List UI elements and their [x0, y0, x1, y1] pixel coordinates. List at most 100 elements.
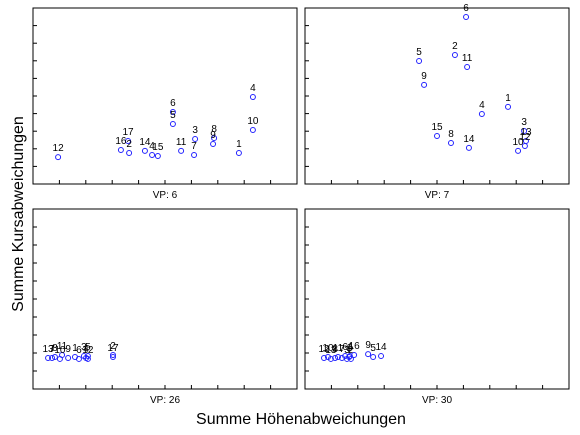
point-label: 12	[519, 132, 531, 143]
data-point	[235, 150, 242, 157]
point-label: 1	[346, 343, 352, 354]
data-point	[141, 147, 148, 154]
data-point	[447, 139, 454, 146]
point-label: 9	[210, 130, 216, 141]
point-label: 14	[375, 342, 387, 353]
data-point	[451, 51, 458, 58]
data-point	[56, 355, 63, 362]
point-label: 3	[192, 125, 198, 136]
point-label: 10	[512, 137, 524, 148]
panel-title: VP: 6	[153, 190, 178, 201]
point-label: 2	[452, 41, 458, 52]
panel-frame	[304, 208, 570, 390]
data-point	[464, 63, 471, 70]
point-label: 2	[348, 345, 354, 356]
point-label: 8	[448, 129, 454, 140]
data-point	[51, 353, 58, 360]
panel-title: VP: 26	[150, 395, 180, 406]
point-label: 13	[325, 345, 337, 356]
point-label: 4	[347, 342, 353, 353]
point-label: 17	[107, 343, 119, 354]
data-point	[154, 153, 161, 160]
point-label: 4	[250, 83, 256, 94]
data-point	[84, 353, 91, 360]
point-label: 6	[463, 3, 469, 14]
point-label: 14	[463, 134, 475, 145]
x-axis-label: Summe Höhenabweichungen	[196, 411, 406, 428]
data-point	[378, 353, 385, 360]
point-label: 1	[505, 93, 511, 104]
data-point	[463, 13, 470, 20]
data-point	[192, 135, 199, 142]
point-label: 8	[52, 343, 58, 354]
data-point	[109, 351, 116, 358]
point-label: 8	[211, 124, 217, 135]
point-label: 4	[149, 141, 155, 152]
data-point	[351, 351, 358, 358]
data-point	[321, 355, 328, 362]
point-label: 4	[479, 100, 485, 111]
point-label: 9	[365, 340, 371, 351]
point-label: 10	[247, 116, 259, 127]
point-label: 8	[332, 344, 338, 355]
data-point	[434, 132, 440, 139]
point-label: 15	[152, 142, 164, 153]
point-label: 1	[72, 343, 78, 354]
point-label: 10	[322, 343, 334, 354]
data-point	[178, 147, 185, 154]
point-label: 5	[416, 47, 422, 58]
point-label: 12	[53, 143, 65, 154]
panel-frame	[32, 7, 298, 185]
data-point	[370, 353, 377, 360]
data-point	[335, 353, 341, 360]
data-point	[465, 144, 472, 151]
data-point	[117, 147, 124, 154]
data-point	[75, 355, 82, 362]
panel-frame	[304, 7, 570, 185]
data-point	[109, 353, 116, 360]
point-label: 9	[421, 71, 427, 82]
point-label: 12	[318, 344, 330, 355]
data-point	[169, 109, 176, 116]
point-label: 7	[191, 141, 197, 152]
point-label: 11	[462, 53, 473, 64]
point-label: 14	[139, 137, 151, 148]
point-label: 5	[370, 343, 376, 354]
data-point	[347, 355, 354, 362]
data-point	[210, 141, 217, 148]
data-point	[65, 355, 72, 362]
data-point	[84, 355, 91, 362]
point-label: 2	[126, 139, 132, 150]
data-point	[416, 57, 423, 64]
point-label: 6	[76, 345, 82, 356]
data-point	[327, 355, 334, 362]
data-point	[55, 154, 62, 161]
point-label: 6	[342, 342, 348, 353]
point-label: 11	[57, 341, 68, 352]
point-label: 4	[83, 344, 89, 355]
point-label: 16	[349, 341, 361, 352]
point-label: 11	[333, 343, 344, 354]
point-label: 3	[344, 345, 350, 356]
data-point	[211, 135, 218, 142]
point-label: 2	[110, 341, 116, 352]
data-point	[49, 355, 56, 362]
point-label: 7	[49, 344, 55, 355]
data-point	[365, 351, 372, 358]
data-point	[421, 81, 428, 88]
point-label: 5	[85, 342, 91, 353]
point-label: 7	[339, 344, 345, 355]
data-point	[505, 103, 512, 110]
panel-frame	[32, 208, 298, 390]
data-point	[521, 142, 528, 149]
point-label: 15	[431, 122, 443, 133]
data-point	[478, 110, 485, 117]
data-point	[126, 150, 133, 157]
point-label: 10	[54, 345, 66, 356]
point-label: 11	[176, 137, 187, 148]
point-label: 16	[115, 136, 127, 147]
data-point	[45, 355, 52, 362]
point-label: 1	[236, 139, 242, 150]
point-label: 3	[521, 117, 527, 128]
